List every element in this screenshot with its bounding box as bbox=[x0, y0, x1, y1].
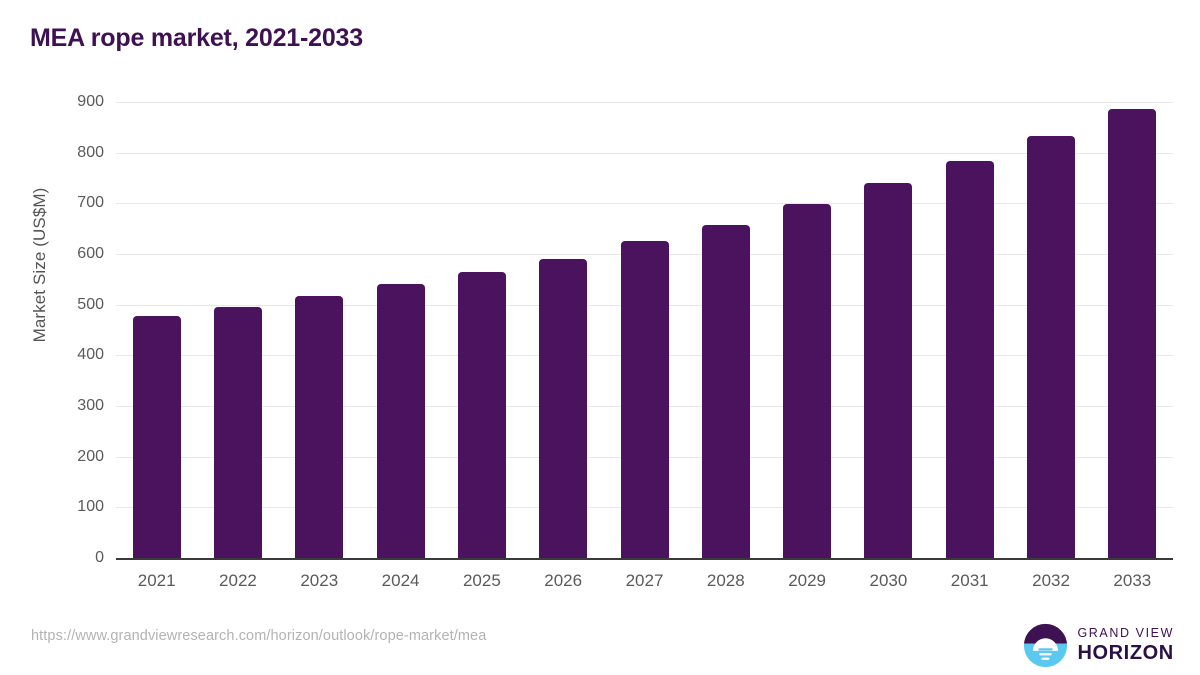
gridline bbox=[116, 203, 1173, 205]
bar[interactable] bbox=[457, 271, 506, 558]
y-axis-tick-label: 300 bbox=[77, 397, 104, 414]
bar[interactable] bbox=[213, 306, 262, 558]
bar[interactable] bbox=[539, 259, 588, 558]
bar[interactable] bbox=[295, 296, 344, 558]
bar[interactable] bbox=[701, 224, 750, 558]
brand-logo-line2: HORIZON bbox=[1077, 641, 1174, 664]
x-axis-tick-label: 2023 bbox=[300, 571, 339, 590]
bar-series bbox=[132, 109, 1157, 558]
bar[interactable] bbox=[1108, 109, 1157, 558]
axis-baseline bbox=[116, 558, 1173, 560]
y-axis-tick-labels: 0 100 200 300 400 500 600 700 800 900 bbox=[77, 93, 104, 566]
y-axis-tick-label: 100 bbox=[77, 498, 104, 516]
x-axis-tick-label: 2032 bbox=[1032, 571, 1070, 590]
bar[interactable] bbox=[864, 182, 913, 558]
gridline bbox=[116, 152, 1173, 154]
x-axis-tick-label: 2022 bbox=[219, 571, 257, 590]
page-title: MEA rope market, 2021-2033 bbox=[30, 24, 363, 52]
y-axis-tick-label: 700 bbox=[77, 194, 104, 212]
bar[interactable] bbox=[783, 204, 832, 558]
x-axis-tick-label: 2033 bbox=[1113, 571, 1152, 590]
x-axis-tick-label: 2028 bbox=[706, 571, 745, 590]
x-axis-tick-label: 2025 bbox=[462, 571, 501, 590]
x-axis-tick-label: 2024 bbox=[381, 571, 420, 590]
x-axis-tick-label: 2026 bbox=[544, 571, 583, 590]
y-axis-tick-label: 400 bbox=[77, 346, 104, 364]
gridline bbox=[116, 102, 1173, 103]
x-axis-tick-label: 2029 bbox=[788, 571, 827, 590]
x-axis-tick-label: 2030 bbox=[869, 571, 908, 590]
y-axis-tick-label: 900 bbox=[77, 93, 104, 110]
bar[interactable] bbox=[376, 284, 425, 558]
y-axis-tick-label: 200 bbox=[77, 447, 104, 465]
bar[interactable] bbox=[132, 315, 181, 558]
y-axis-tick-label: 500 bbox=[77, 295, 104, 313]
x-axis-tick-labels: 2021 2022 2023 2024 2025 2026 2027 2028 2029 2030… bbox=[137, 571, 1152, 590]
brand-logo-text: GRAND VIEW HORIZON bbox=[1077, 627, 1174, 663]
x-axis-tick-label: 2021 bbox=[137, 571, 176, 590]
x-axis-tick-label: 2027 bbox=[625, 571, 664, 590]
y-axis-tick-label: 0 bbox=[95, 549, 104, 566]
chart-plot-area: Market Size (US$M) 0 100 200 300 400 500 600 70… bbox=[30, 93, 1173, 590]
bar[interactable] bbox=[1027, 136, 1076, 558]
bar[interactable] bbox=[620, 241, 669, 558]
y-axis-tick-label: 600 bbox=[77, 245, 104, 262]
bar[interactable] bbox=[945, 160, 994, 558]
source-url[interactable]: https://www.grandviewresearch.com/horizo… bbox=[31, 628, 487, 644]
brand-logo-line1: GRAND VIEW bbox=[1077, 626, 1174, 641]
brand-logo[interactable]: GRAND VIEW HORIZON bbox=[1023, 620, 1174, 670]
horizon-sun-circle-icon bbox=[1024, 623, 1068, 667]
y-axis-tick-label: 800 bbox=[77, 143, 104, 161]
x-axis-tick-label: 2031 bbox=[950, 571, 989, 590]
